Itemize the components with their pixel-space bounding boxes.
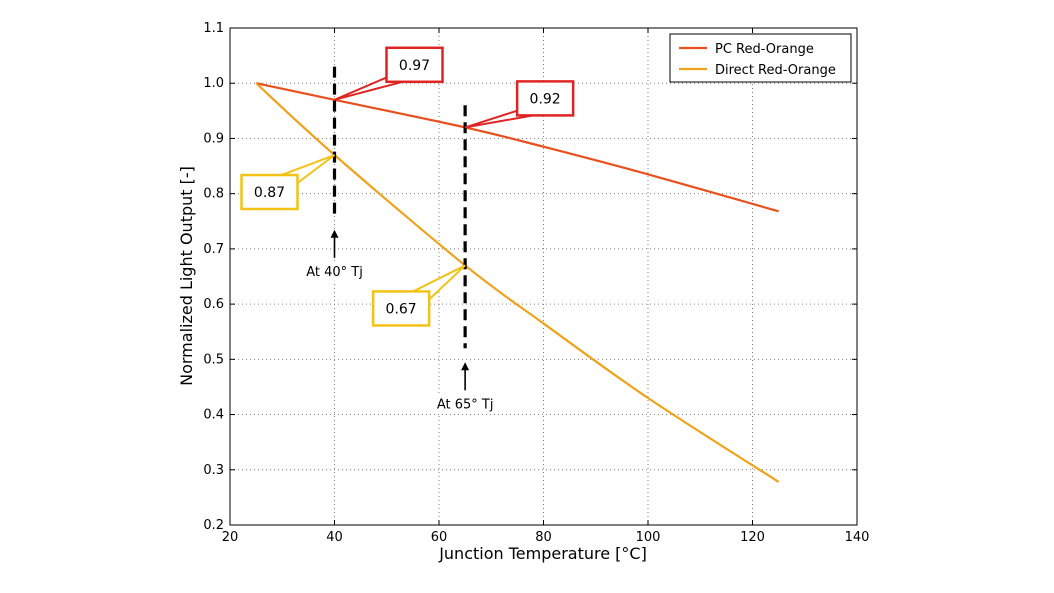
y-tick-label: 0.5 bbox=[203, 352, 224, 367]
x-tick-label: 120 bbox=[740, 530, 765, 545]
callout-0-67: 0.67 bbox=[371, 264, 466, 327]
x-tick-label: 40 bbox=[326, 530, 343, 545]
marker-label-background bbox=[300, 260, 369, 281]
x-axis-title: Junction Temperature [°C] bbox=[438, 544, 647, 563]
x-tick-label: 100 bbox=[636, 530, 661, 545]
callout-value: 0.97 bbox=[399, 58, 430, 74]
marker-label-40: At 40° Tj bbox=[306, 265, 363, 280]
y-tick-label: 0.3 bbox=[203, 463, 224, 478]
value-callouts: 0.97 0.92 0.87 0.67 bbox=[240, 46, 575, 327]
callout-box-fill bbox=[374, 292, 428, 324]
x-tick-label: 20 bbox=[222, 530, 239, 545]
callout-0-87: 0.87 bbox=[240, 154, 336, 211]
legend-label: PC Red-Orange bbox=[715, 42, 814, 57]
callout-0-97: 0.97 bbox=[334, 46, 444, 101]
y-axis-title: Normalized Light Output [-] bbox=[177, 166, 196, 386]
x-tick-label: 60 bbox=[431, 530, 448, 545]
x-tick-label: 80 bbox=[535, 530, 552, 545]
marker-label-65: At 65° Tj bbox=[437, 397, 494, 412]
y-tick-label: 0.8 bbox=[203, 187, 224, 202]
x-tick-label: 140 bbox=[845, 530, 870, 545]
legend-label: Direct Red-Orange bbox=[715, 63, 836, 78]
y-tick-label: 0.4 bbox=[203, 408, 224, 423]
callout-0-92: 0.92 bbox=[464, 80, 575, 129]
callout-box-fill bbox=[388, 49, 441, 81]
y-tick-label: 0.7 bbox=[203, 242, 224, 257]
callout-value: 0.87 bbox=[254, 185, 285, 201]
temperature-markers: At 40° Tj At 65° Tj bbox=[300, 66, 500, 414]
y-tick-label: 0.9 bbox=[203, 131, 224, 146]
marker-label-background bbox=[431, 393, 500, 414]
callout-box-fill bbox=[243, 176, 296, 208]
y-tick-label: 1.1 bbox=[203, 21, 224, 36]
y-tick-label: 0.6 bbox=[203, 297, 224, 312]
marker-arrow-head bbox=[461, 362, 470, 371]
marker-arrow-head bbox=[330, 229, 339, 238]
callout-value: 0.92 bbox=[530, 91, 561, 107]
y-tick-label: 0.2 bbox=[203, 518, 224, 533]
callout-value: 0.67 bbox=[386, 301, 417, 317]
series-line-direct-red-orange bbox=[255, 82, 780, 483]
legend-box bbox=[669, 33, 852, 83]
axis-ticks: 20 40 60 80 100 120 140 0.2 0.3 0.4 0.5 0.6 0.7 0.8 0.… bbox=[203, 21, 869, 545]
y-tick-label: 1.0 bbox=[203, 76, 224, 91]
callout-box-fill bbox=[518, 82, 572, 114]
legend: PC Red-Orange Direct Red-Orange bbox=[669, 33, 852, 83]
